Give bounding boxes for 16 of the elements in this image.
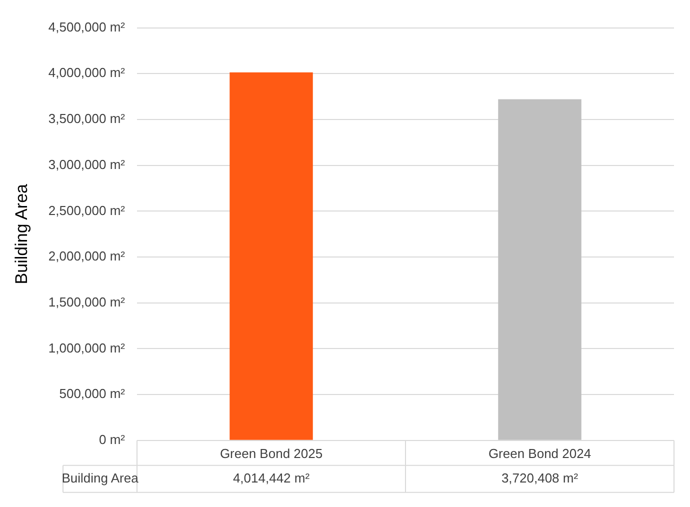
y-tick-label: 2,500,000 m² [48, 202, 126, 218]
x-tick-label: Green Bond 2024 [488, 446, 592, 461]
y-axis-title: Building Area [12, 183, 31, 284]
data-label: 4,014,442 m² [232, 470, 310, 486]
y-tick-label: 4,500,000 m² [48, 19, 126, 34]
y-tick-label: 500,000 m² [59, 386, 126, 402]
y-tick-label: 3,500,000 m² [48, 111, 126, 126]
y-tick-label: 2,000,000 m² [48, 248, 126, 264]
x-tick-label: Green Bond 2025 [220, 446, 323, 461]
data-label: 3,720,408 m² [501, 470, 579, 486]
y-tick-label: 1,500,000 m² [48, 294, 126, 310]
y-tick-label: 0 m² [99, 432, 126, 447]
text: Building Area [62, 470, 140, 486]
y-tick-label: 3,000,000 m² [48, 156, 126, 172]
y-tick-label: 1,000,000 m² [48, 340, 126, 356]
y-tick-label: 4,000,000 m² [48, 65, 126, 80]
